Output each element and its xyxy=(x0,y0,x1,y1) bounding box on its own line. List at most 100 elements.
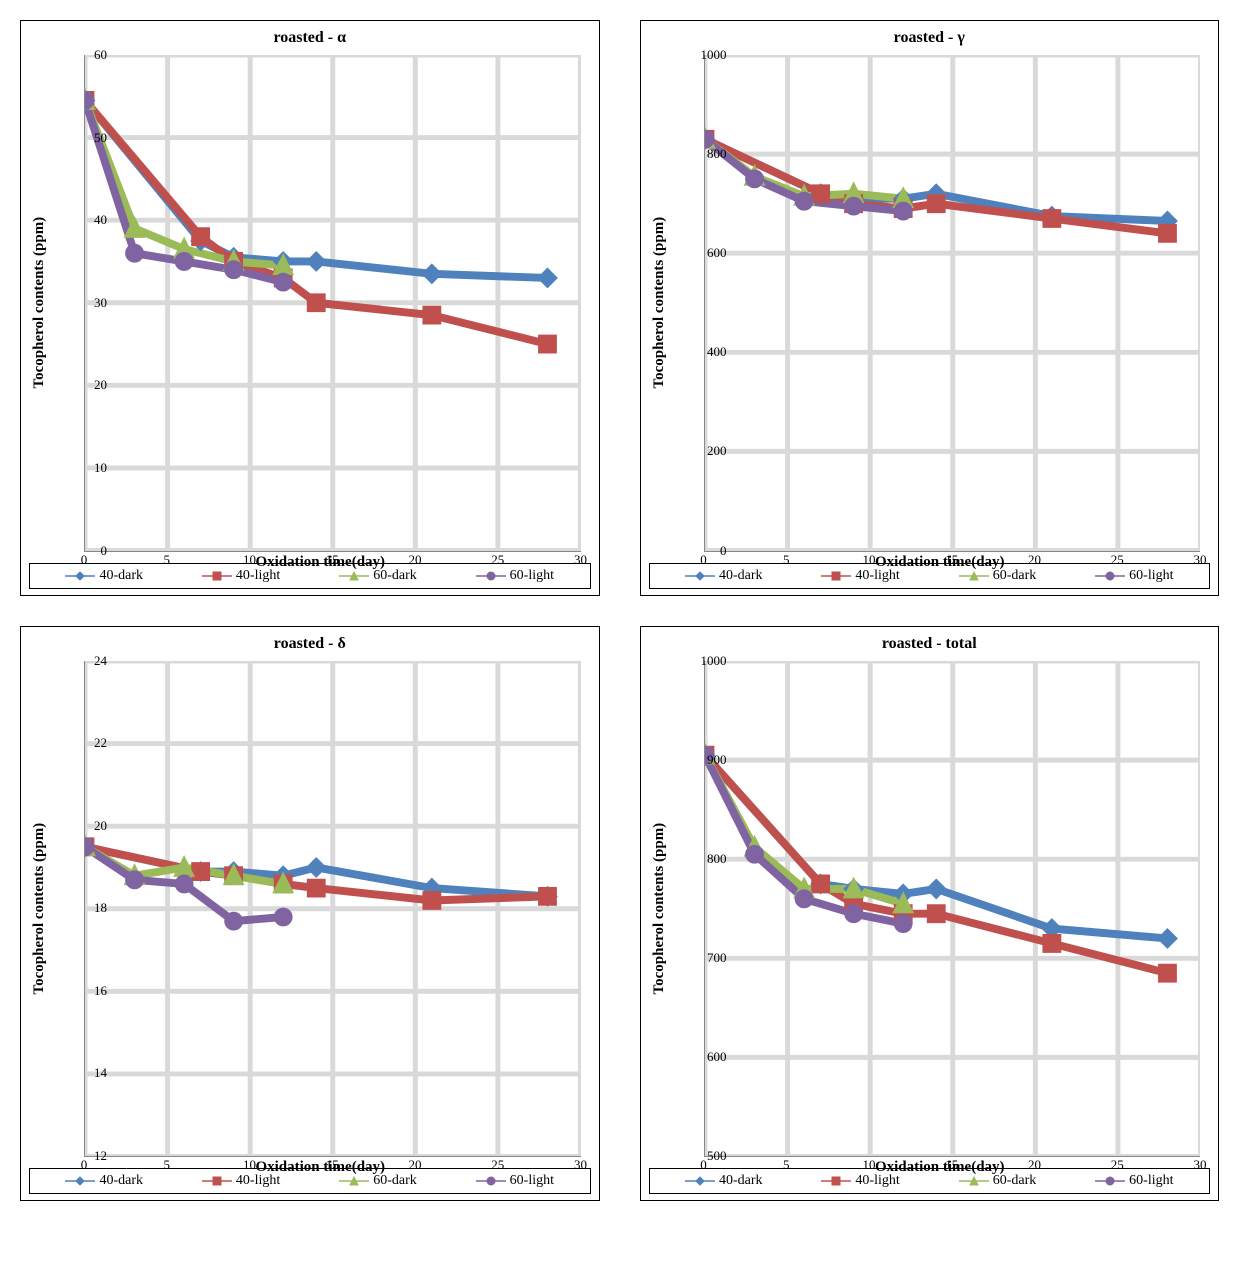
y-tick-label: 14 xyxy=(94,1065,107,1081)
series-marker-s60light xyxy=(128,872,142,886)
legend-swatch-s40light xyxy=(202,1174,232,1188)
y-tick-label: 24 xyxy=(94,653,107,669)
y-ticks: 12141618202224 xyxy=(79,661,113,1157)
x-tick-label: 0 xyxy=(700,1157,707,1173)
series-marker-s40light xyxy=(194,230,208,244)
series-marker-s60light xyxy=(747,172,761,186)
x-tick-label: 15 xyxy=(326,1157,339,1173)
legend-swatch-s40dark xyxy=(65,1174,95,1188)
series-marker-s40light xyxy=(1160,226,1174,240)
legend-swatch-s60dark xyxy=(339,1174,369,1188)
plot-area: 0102030405060 xyxy=(84,55,581,552)
x-tick-label: 0 xyxy=(81,552,88,568)
series-marker-s40light xyxy=(1160,966,1174,980)
y-tick-label: 600 xyxy=(707,245,727,261)
y-tick-label: 800 xyxy=(707,146,727,162)
series-marker-s60light xyxy=(797,194,811,208)
x-tick-label: 0 xyxy=(700,552,707,568)
y-axis-label: Tocopherol contents (ppm) xyxy=(649,51,670,555)
series-marker-s40dark xyxy=(309,255,323,269)
y-tick-label: 1000 xyxy=(701,47,727,63)
series-marker-s40light xyxy=(929,906,943,920)
legend-swatch-s60light xyxy=(1095,569,1125,583)
series-marker-s40light xyxy=(309,881,323,895)
legend-swatch-s60light xyxy=(476,1174,506,1188)
series-marker-s40light xyxy=(813,187,827,201)
series-marker-s60light xyxy=(797,891,811,905)
chart-panel-3: roasted - total Tocopherol contents (ppm… xyxy=(640,626,1220,1202)
series-marker-s40dark xyxy=(309,860,323,874)
series-marker-s60light xyxy=(128,246,142,260)
y-tick-label: 18 xyxy=(94,900,107,916)
series-marker-s40light xyxy=(425,893,439,907)
y-tick-label: 30 xyxy=(94,295,107,311)
x-tick-label: 25 xyxy=(1111,1157,1124,1173)
series-marker-s60light xyxy=(896,204,910,218)
y-tick-label: 500 xyxy=(707,1148,727,1164)
series-marker-s60light xyxy=(896,916,910,930)
x-tick-label: 20 xyxy=(1028,552,1041,568)
series-marker-s60light xyxy=(846,199,860,213)
legend-swatch-s40dark xyxy=(65,569,95,583)
y-ticks: 0102030405060 xyxy=(79,55,113,551)
series-marker-s40light xyxy=(425,308,439,322)
series-marker-s40light xyxy=(813,877,827,891)
plot-area: 02004006008001000 xyxy=(704,55,1201,552)
y-tick-label: 12 xyxy=(94,1148,107,1164)
x-tick-label: 10 xyxy=(863,1157,876,1173)
x-tick-label: 10 xyxy=(243,1157,256,1173)
y-tick-label: 200 xyxy=(707,443,727,459)
series-marker-s60light xyxy=(227,914,241,928)
legend-swatch-s60dark xyxy=(959,569,989,583)
legend-swatch-s40dark xyxy=(685,1174,715,1188)
legend-swatch-s40light xyxy=(821,1174,851,1188)
x-axis-label: Oxidation time(day) xyxy=(50,1159,591,1176)
chart-panel-1: roasted - γ Tocopherol contents (ppm) 02… xyxy=(640,20,1220,596)
series-marker-s40light xyxy=(541,889,555,903)
series-marker-s40light xyxy=(541,337,555,351)
series-marker-s40light xyxy=(929,197,943,211)
x-tick-label: 15 xyxy=(945,552,958,568)
chart-title: roasted - δ xyxy=(29,635,591,653)
x-tick-label: 0 xyxy=(81,1157,88,1173)
series-marker-s40dark xyxy=(929,881,943,895)
y-tick-label: 1000 xyxy=(701,653,727,669)
series-marker-s60light xyxy=(177,255,191,269)
y-tick-label: 22 xyxy=(94,735,107,751)
x-tick-label: 30 xyxy=(1194,552,1207,568)
chart-title: roasted - α xyxy=(29,29,591,47)
legend-swatch-s40light xyxy=(821,569,851,583)
y-tick-label: 20 xyxy=(94,818,107,834)
x-tick-label: 5 xyxy=(164,552,171,568)
y-tick-label: 900 xyxy=(707,752,727,768)
series-marker-s40light xyxy=(1044,212,1058,226)
x-tick-label: 15 xyxy=(326,552,339,568)
x-tick-label: 30 xyxy=(574,552,587,568)
x-axis-label: Oxidation time(day) xyxy=(50,554,591,571)
y-tick-label: 600 xyxy=(707,1049,727,1065)
x-tick-label: 10 xyxy=(243,552,256,568)
x-tick-label: 5 xyxy=(783,1157,790,1173)
series-marker-s60light xyxy=(276,275,290,289)
y-axis-label: Tocopherol contents (ppm) xyxy=(649,657,670,1161)
x-tick-label: 15 xyxy=(945,1157,958,1173)
chart-panel-0: roasted - α Tocopherol contents (ppm) 01… xyxy=(20,20,600,596)
legend-swatch-s60dark xyxy=(339,569,369,583)
legend-swatch-s60light xyxy=(1095,1174,1125,1188)
x-tick-label: 5 xyxy=(164,1157,171,1173)
legend-swatch-s60light xyxy=(476,569,506,583)
x-tick-label: 25 xyxy=(1111,552,1124,568)
y-ticks: 5006007008009001000 xyxy=(699,661,733,1157)
plot-area: 12141618202224 xyxy=(84,661,581,1158)
y-ticks: 02004006008001000 xyxy=(699,55,733,551)
x-axis-label: Oxidation time(day) xyxy=(670,554,1211,571)
series-marker-s40dark xyxy=(1160,931,1174,945)
series-marker-s60light xyxy=(227,263,241,277)
y-tick-label: 40 xyxy=(94,212,107,228)
series-marker-s40light xyxy=(194,864,208,878)
series-marker-s40light xyxy=(1044,936,1058,950)
x-tick-label: 20 xyxy=(1028,1157,1041,1173)
y-tick-label: 0 xyxy=(101,543,108,559)
y-axis-label: Tocopherol contents (ppm) xyxy=(29,657,50,1161)
series-marker-s40dark xyxy=(541,271,555,285)
